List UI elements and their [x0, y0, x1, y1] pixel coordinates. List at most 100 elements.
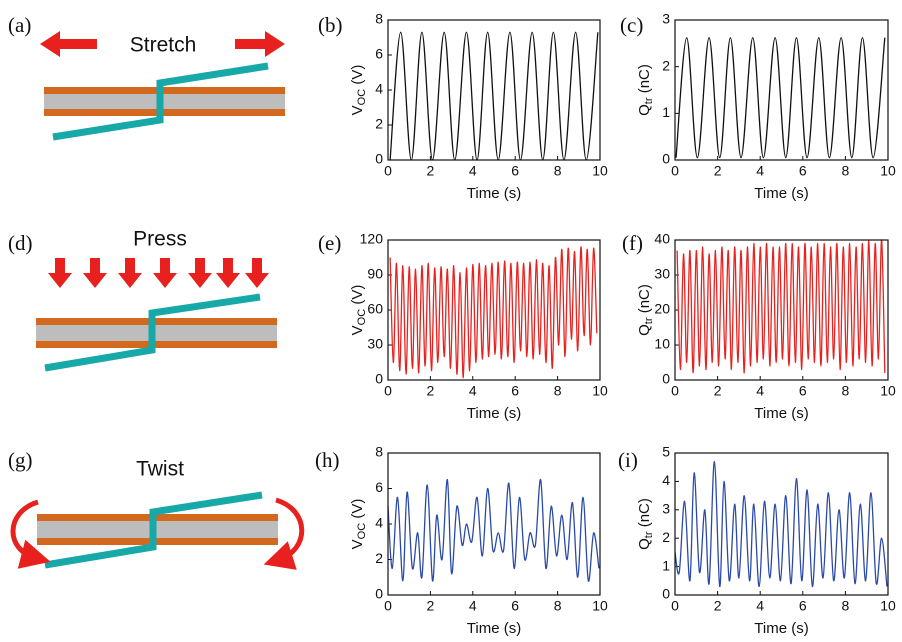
y-tick-label: 2: [375, 116, 383, 132]
y-tick-label: 2: [375, 550, 383, 566]
data-line: [674, 460, 888, 588]
y-tick-label: 5: [662, 444, 670, 460]
x-axis-label: Time (s): [754, 405, 808, 422]
layer: [36, 325, 277, 341]
x-axis-label: Time (s): [467, 185, 521, 202]
x-axis-label: Time (s): [754, 185, 808, 202]
x-tick-label: 2: [714, 163, 722, 179]
diagram-twist: (g) Twist: [8, 448, 305, 570]
twist-arrow: [263, 497, 305, 570]
panel-label: (i): [618, 448, 638, 472]
x-axis-label: Time (s): [467, 620, 521, 637]
layer: [44, 94, 285, 109]
chart-panel: (e) 0 2 4 6 8 10 0 30 60 90 120 Time (s) VOC (V): [318, 231, 608, 422]
x-tick-label: 0: [671, 383, 679, 399]
plot-frame: [387, 239, 601, 381]
x-tick-label: 10: [592, 383, 608, 399]
x-tick-label: 10: [592, 598, 608, 614]
y-axis-label: Qtr (nC): [636, 284, 655, 336]
chart-panel: (b) 0 2 4 6 8 10 0 2 4 6 8 Time (s) VOC (V): [318, 11, 608, 202]
panel-label: (d): [8, 231, 33, 255]
fiber: [52, 62, 269, 141]
plot-frame: [674, 452, 889, 596]
x-tick-label: 2: [427, 383, 435, 399]
y-axis-label: VOC (V): [349, 285, 368, 336]
y-label-main: V: [349, 539, 366, 549]
layer: [37, 521, 278, 538]
x-tick-label: 6: [799, 383, 807, 399]
press-arrows: [48, 258, 269, 288]
arrow: [40, 31, 97, 57]
y-label-unit: (nC): [636, 284, 653, 317]
x-tick-label: 10: [880, 383, 896, 399]
x-tick-label: 4: [756, 598, 764, 614]
y-label-sub: tr: [643, 317, 655, 324]
y-label-unit: (V): [349, 285, 366, 309]
y-tick-label: 30: [654, 266, 670, 282]
x-axis-label: Time (s): [467, 405, 521, 422]
plot-frame: [674, 19, 889, 161]
x-tick-label: 6: [511, 598, 519, 614]
panel-label: (c): [620, 13, 643, 37]
y-label-sub: OC: [356, 309, 368, 326]
chart-panel: (h) 0 2 4 6 8 10 0 2 4 6 8 Time (s) VOC (V): [315, 444, 608, 637]
x-tick-label: 10: [880, 163, 896, 179]
x-tick-label: 4: [756, 383, 764, 399]
y-axis-label: Qtr (nC): [636, 64, 655, 116]
y-tick-label: 3: [662, 11, 670, 27]
x-tick-label: 0: [384, 598, 392, 614]
y-tick-label: 1: [662, 557, 670, 573]
x-tick-label: 8: [842, 383, 850, 399]
panel-label: (g): [8, 448, 33, 472]
diagram-label: Press: [133, 228, 187, 251]
y-tick-label: 8: [375, 11, 383, 27]
y-label-main: Q: [636, 104, 653, 116]
x-tick-label: 8: [842, 163, 850, 179]
x-tick-label: 10: [592, 163, 608, 179]
y-tick-label: 6: [375, 479, 383, 495]
panel-label: (h): [315, 448, 340, 472]
x-tick-label: 8: [554, 163, 562, 179]
x-tick-label: 8: [554, 383, 562, 399]
x-tick-label: 8: [842, 598, 850, 614]
x-tick-label: 6: [799, 598, 807, 614]
x-tick-label: 2: [714, 598, 722, 614]
plot-frame: [387, 19, 601, 161]
data-line: [675, 37, 886, 159]
plot-frame: [387, 452, 601, 596]
y-label-main: V: [349, 105, 366, 115]
x-tick-label: 0: [384, 163, 392, 179]
y-label-unit: (nC): [636, 64, 653, 97]
x-tick-label: 8: [554, 598, 562, 614]
y-axis-label: VOC (V): [349, 65, 368, 116]
y-label-main: V: [349, 325, 366, 335]
y-tick-label: 8: [375, 444, 383, 460]
y-tick-label: 2: [662, 529, 670, 545]
y-tick-label: 10: [654, 336, 670, 352]
x-tick-label: 0: [671, 598, 679, 614]
x-tick-label: 6: [511, 383, 519, 399]
chart-panel: (i) 0 2 4 6 8 10 0 1 2 3 4 5 Time (s) Qtr (nC): [618, 444, 896, 637]
y-label-unit: (nC): [636, 498, 653, 531]
y-tick-label: 4: [375, 515, 383, 531]
x-tick-label: 6: [511, 163, 519, 179]
y-label-sub: OC: [356, 89, 368, 106]
x-tick-label: 2: [427, 163, 435, 179]
twist-arrow: [10, 499, 51, 569]
y-label-main: Q: [636, 324, 653, 336]
y-label-sub: tr: [643, 531, 655, 538]
panel-label: (e): [318, 231, 341, 255]
panel-label: (f): [622, 231, 643, 255]
y-label-main: Q: [636, 538, 653, 550]
y-tick-label: 3: [662, 501, 670, 517]
y-tick-label: 0: [375, 151, 383, 167]
y-tick-label: 0: [662, 586, 670, 602]
arrow: [235, 31, 285, 57]
y-tick-label: 120: [360, 231, 384, 247]
y-tick-label: 4: [375, 81, 383, 97]
y-axis-label: Qtr (nC): [636, 498, 655, 550]
data-line: [389, 246, 598, 379]
x-tick-label: 6: [799, 163, 807, 179]
y-tick-label: 2: [662, 57, 670, 73]
chart-panel: (c) 0 2 4 6 8 10 0 1 2 3 Time (s) Qtr (nC): [620, 11, 896, 202]
